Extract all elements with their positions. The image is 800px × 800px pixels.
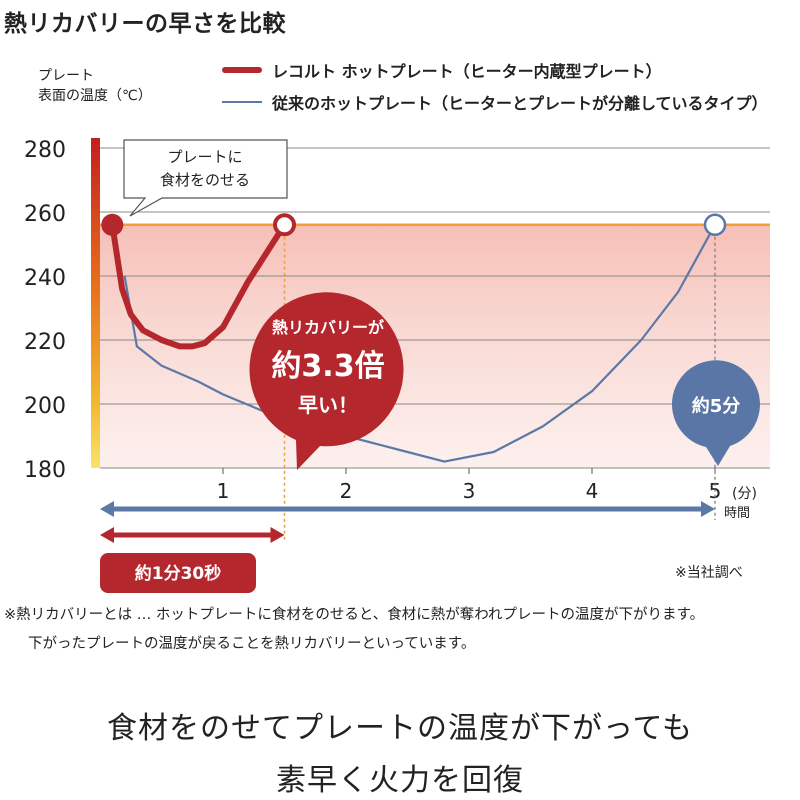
x-tick-label: 4: [586, 479, 599, 503]
legend-label-recolte: レコルト ホットプレート（ヒーター内蔵型プレート）: [272, 62, 662, 81]
pill-red-bg: [100, 553, 256, 593]
y-tick-label: 180: [24, 458, 66, 483]
y-tick-label: 280: [24, 138, 66, 163]
callouts: プレートに 食材をのせる 熱リカバリーが 約3.3倍 早い！ 約5分 約1分30…: [100, 139, 760, 593]
callout-line1: プレートに: [167, 148, 242, 166]
tagline-line1: 食材をのせてプレートの温度が下がっても: [107, 711, 693, 746]
legend-label-conventional: 従来のホットプレート（ヒーターとプレートが分離しているタイプ）: [272, 94, 768, 113]
x-tick-label: 1: [217, 479, 230, 503]
x-tick-label: 2: [340, 479, 353, 503]
series-line-conventional: [123, 224, 716, 463]
legend-swatch-red: [222, 67, 262, 73]
x-unit-bottom: 時間: [724, 506, 750, 521]
footnote-line1: ※熱リカバリーとは … ホットプレートに食材をのせると、食材に熱が奪われプレート…: [4, 607, 705, 623]
legend-item-recolte: レコルト ホットプレート（ヒーター内蔵型プレート）: [222, 58, 662, 82]
recolte-start-point: [101, 213, 124, 236]
red-time-arrow-head-left: [100, 527, 114, 543]
conventional-end-point: [703, 213, 727, 237]
y-tick-label: 220: [24, 330, 66, 355]
blue-time-arrow-head-right: [701, 501, 715, 517]
target-band-fill: [100, 224, 770, 468]
red-badge-line1: 熱リカバリーが: [272, 318, 384, 337]
red-time-arrow-head-right: [270, 527, 285, 543]
red-badge-shape: [249, 292, 404, 470]
y-axis-label-line2: 表面の温度（℃）: [38, 88, 152, 104]
y-tick-label: 260: [24, 202, 66, 227]
legend-item-conventional: 従来のホットプレート（ヒーターとプレートが分離しているタイプ）: [222, 90, 768, 114]
y-axis-label: プレート 表面の温度（℃）: [38, 66, 152, 106]
series: [101, 213, 727, 463]
blue-time-arrow-head-left: [100, 501, 114, 517]
series-line-recolte: [109, 221, 288, 350]
y-tick-label: 240: [24, 266, 66, 291]
legend-swatch-blue: [222, 101, 262, 103]
x-unit-top: (分): [732, 486, 757, 502]
tagline-line2: 素早く火力を回復: [276, 763, 524, 798]
red-badge-line3: 早い！: [298, 393, 358, 417]
temperature-scale-bar: [91, 138, 100, 468]
red-badge-line2: 約3.3倍: [271, 349, 384, 384]
blue-badge-shape: [671, 360, 760, 466]
x-tick-label: 3: [463, 479, 476, 503]
footnote-line2: 下がったプレートの温度が戻ることを熱リカバリーといっています。: [28, 636, 476, 652]
recolte-end-point: [273, 213, 296, 237]
y-axis-label-line1: プレート: [38, 68, 94, 84]
pill-red-text: 約1分30秒: [135, 563, 222, 584]
target-band: [100, 223, 770, 468]
source-note: ※当社調べ: [675, 565, 743, 581]
callout-box: [123, 139, 288, 217]
page-title: 熱リカバリーの早さを比較: [4, 11, 286, 37]
callout-line2: 食材をのせる: [160, 171, 250, 189]
blue-badge-text: 約5分: [692, 395, 741, 417]
y-tick-label: 200: [24, 394, 66, 419]
